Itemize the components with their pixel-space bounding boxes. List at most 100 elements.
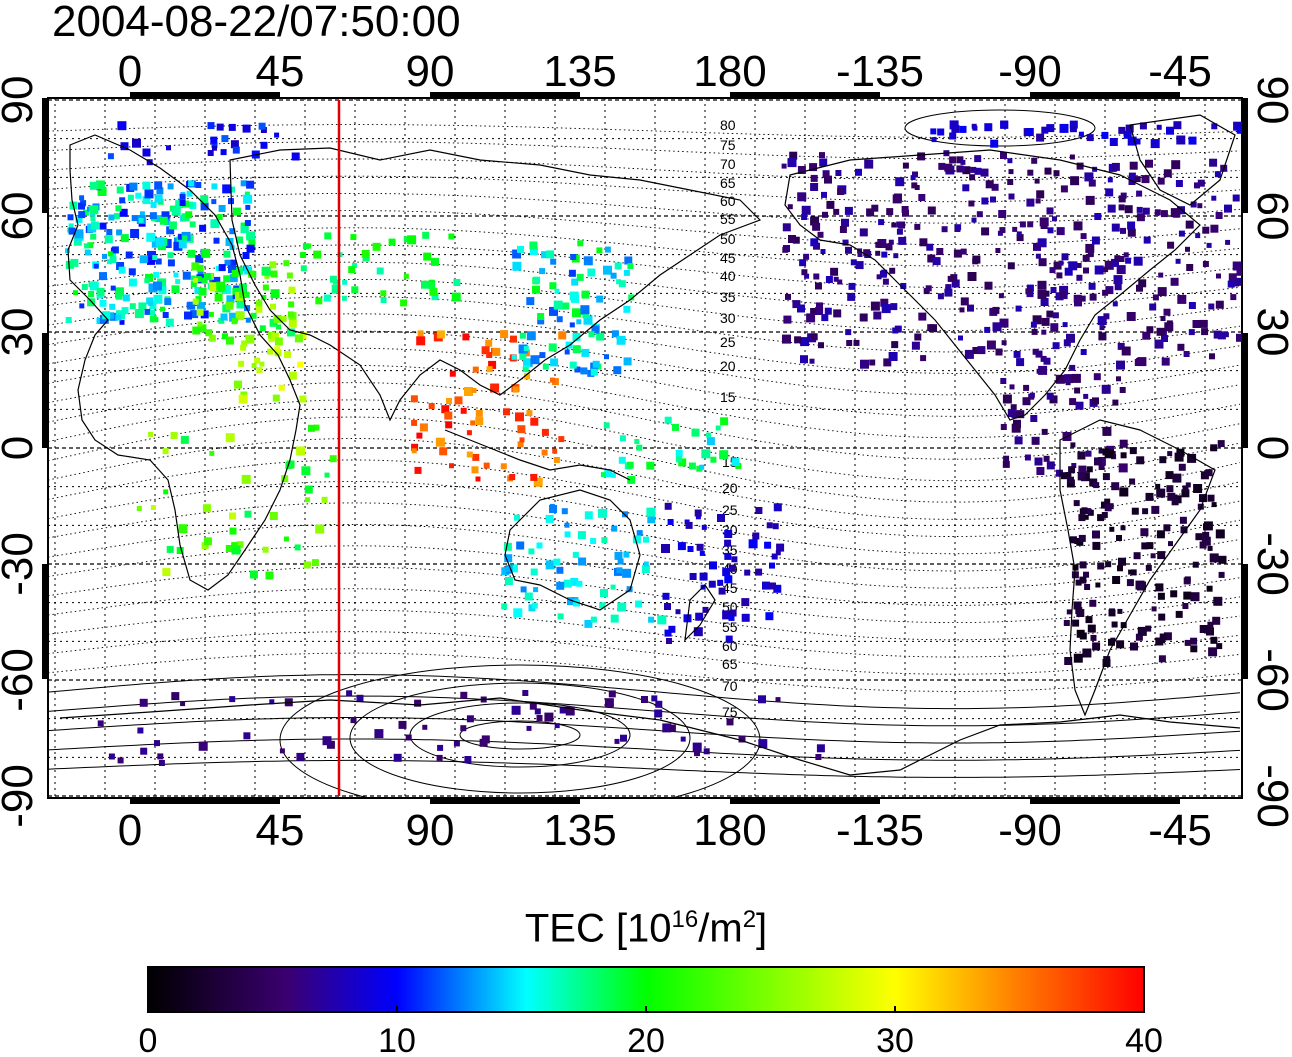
tec-sample: [303, 561, 311, 569]
tec-sample: [269, 261, 277, 269]
tec-sample: [1206, 242, 1212, 248]
y-tick-left: 90: [0, 76, 42, 125]
tec-sample: [410, 395, 418, 403]
tec-sample: [106, 259, 112, 265]
axis-labels: 0 45 90 135 180 -135 -90 -450 45 90 135 180 -135 -90-…: [0, 47, 1292, 855]
tec-sample: [900, 283, 907, 289]
tec-sample: [776, 543, 785, 552]
tec-sample: [1137, 626, 1147, 636]
tec-sample: [571, 294, 579, 303]
tec-sample: [1207, 545, 1213, 551]
tec-sample: [267, 348, 274, 355]
tec-sample: [211, 141, 218, 148]
tec-sample: [492, 347, 501, 356]
tec-sample: [1120, 525, 1126, 531]
tec-sample: [511, 705, 521, 715]
tec-sample: [269, 512, 278, 520]
tec-sample: [283, 260, 290, 267]
tec-sample: [472, 366, 479, 373]
tec-sample: [142, 196, 151, 205]
tec-sample: [600, 589, 608, 597]
tec-sample: [500, 463, 507, 470]
tec-sample: [532, 285, 540, 294]
tec-sample: [1121, 346, 1131, 356]
tec-sample: [1120, 227, 1126, 234]
tec-sample: [258, 122, 266, 130]
tec-sample: [1125, 257, 1132, 264]
tec-sample: [99, 272, 107, 281]
tec-sample: [765, 612, 774, 621]
tec-sample: [110, 285, 116, 291]
tec-sample: [1188, 329, 1195, 336]
tec-sample: [99, 314, 109, 324]
tec-sample: [248, 270, 254, 277]
tec-sample: [1081, 507, 1088, 514]
tec-sample: [1150, 553, 1156, 559]
tec-sample: [912, 171, 918, 178]
tec-sample: [246, 180, 255, 189]
tec-sample: [1075, 579, 1082, 586]
tec-sample: [533, 587, 539, 593]
coastline-south-america: [1059, 419, 1216, 717]
tec-sample: [565, 706, 575, 716]
tec-sample: [584, 619, 593, 628]
tec-sample: [1197, 203, 1203, 209]
tec-sample: [816, 302, 823, 310]
tec-sample: [504, 554, 513, 563]
tec-sample: [517, 425, 526, 434]
tec-sample: [878, 219, 885, 226]
tec-sample: [1183, 351, 1190, 357]
tec-sample: [224, 259, 231, 266]
tec-sample: [200, 310, 209, 319]
tec-sample: [119, 197, 126, 204]
tec-sample: [1102, 659, 1111, 667]
tec-sample: [1209, 158, 1218, 167]
tec-sample: [1102, 426, 1112, 436]
tec-sample: [1134, 176, 1141, 183]
tec-sample: [548, 343, 557, 352]
tec-sample: [110, 247, 116, 253]
tec-sample: [569, 322, 575, 328]
tec-sample: [439, 447, 448, 456]
tec-sample: [1167, 451, 1173, 457]
tec-sample: [866, 208, 875, 217]
tec-sample: [475, 476, 481, 482]
tec-sample: [892, 327, 899, 334]
tec-sample: [1131, 507, 1139, 515]
tec-sample: [1236, 125, 1242, 134]
tec-sample: [1227, 280, 1235, 288]
tec-sample: [1124, 205, 1133, 214]
tec-sample: [875, 241, 882, 248]
tec-sample: [542, 363, 549, 370]
tec-sample: [859, 228, 868, 237]
tec-sample: [1071, 463, 1077, 468]
tec-sample: [580, 367, 588, 375]
lat-lon-grid: [48, 98, 1242, 798]
tec-sample: [1036, 467, 1045, 475]
coastline-australia: [504, 489, 641, 611]
tec-sample: [549, 306, 558, 316]
tec-sample: [1211, 502, 1217, 508]
tec-sample: [304, 485, 313, 494]
tec-sample: [725, 635, 733, 643]
tec-sample: [1041, 329, 1047, 335]
tec-sample: [1158, 613, 1166, 621]
tec-sample: [918, 312, 927, 321]
tec-sample: [896, 228, 903, 235]
tec-sample: [229, 186, 235, 193]
tec-sample: [1211, 195, 1217, 201]
tec-sample: [87, 298, 96, 307]
tec-sample: [168, 221, 177, 230]
tec-sample: [1002, 394, 1012, 404]
tec-sample: [554, 288, 560, 294]
contour-label: 70: [720, 156, 736, 172]
tec-sample: [769, 582, 776, 590]
tec-sample: [1187, 453, 1197, 463]
tec-sample: [775, 550, 781, 556]
tec-sample: [783, 315, 792, 324]
tec-sample: [90, 233, 97, 240]
tec-sample: [573, 599, 580, 607]
tec-sample: [255, 305, 263, 313]
tec-sample: [1136, 456, 1145, 465]
tec-sample: [664, 603, 671, 610]
